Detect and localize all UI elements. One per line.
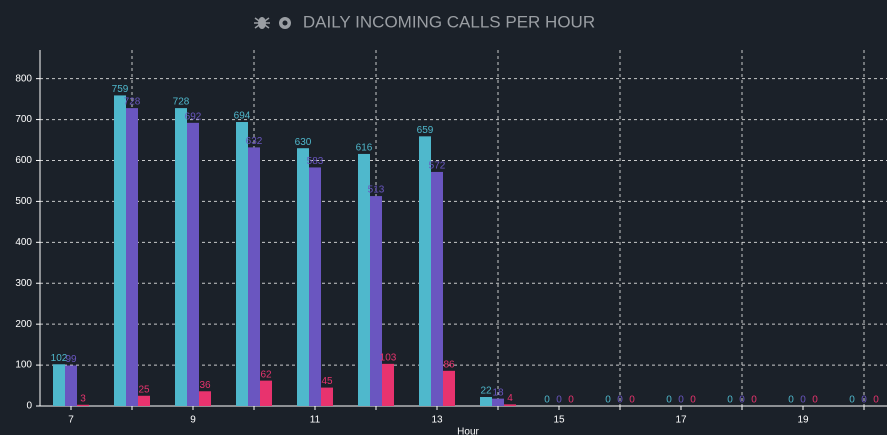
bar: [504, 404, 516, 406]
value-label: 632: [246, 136, 263, 147]
y-tick-label: 200: [15, 319, 32, 330]
value-label: 0: [666, 395, 672, 406]
value-label: 18: [492, 387, 504, 398]
x-tick-label: 9: [190, 415, 196, 426]
value-label: 0: [556, 395, 562, 406]
value-label: 0: [727, 395, 733, 406]
value-label: 0: [873, 395, 879, 406]
value-label: 728: [173, 97, 190, 108]
value-label: 572: [429, 161, 446, 172]
bar: [126, 108, 138, 406]
value-label: 583: [307, 156, 324, 167]
value-label: 0: [568, 395, 574, 406]
bar: [382, 363, 394, 406]
chart-title: DAILY INCOMING CALLS PER HOUR: [303, 12, 595, 31]
y-tick-label: 600: [15, 155, 32, 166]
bar: [53, 364, 65, 406]
bar: [297, 148, 309, 406]
bar: [480, 396, 492, 406]
bar: [187, 122, 199, 406]
y-tick-label: 500: [15, 196, 32, 207]
value-label: 99: [65, 354, 77, 365]
value-label: 728: [124, 97, 141, 108]
value-label: 0: [812, 395, 818, 406]
value-label: 694: [234, 111, 251, 122]
bar: [370, 196, 382, 406]
value-label: 513: [368, 185, 385, 196]
value-label: 616: [356, 143, 373, 154]
x-tick-label: 11: [310, 415, 321, 426]
value-label: 4: [507, 393, 513, 404]
y-tick-label: 300: [15, 278, 32, 289]
x-tick-label: 17: [675, 415, 687, 426]
bar: [431, 171, 443, 406]
value-label: 3: [80, 393, 86, 404]
bar: [199, 391, 211, 406]
y-tick-label: 700: [15, 114, 32, 125]
x-tick-label: 15: [553, 415, 565, 426]
value-label: 0: [629, 395, 635, 406]
value-label: 0: [678, 395, 684, 406]
x-tick-label: 13: [431, 415, 443, 426]
value-label: 0: [861, 395, 867, 406]
value-label: 0: [788, 395, 794, 406]
value-label: 0: [751, 395, 757, 406]
value-label: 0: [617, 395, 623, 406]
x-axis-label: Hour: [457, 427, 479, 435]
bar: [65, 365, 77, 406]
y-tick-label: 100: [15, 360, 32, 371]
bar: [309, 167, 321, 406]
title-icons: [254, 17, 291, 29]
value-label: 0: [605, 395, 611, 406]
bar: [321, 387, 333, 406]
bar: [443, 370, 455, 406]
bar: [236, 122, 248, 406]
value-label: 45: [321, 376, 333, 387]
value-label: 0: [690, 395, 696, 406]
y-tick-label: 400: [15, 237, 32, 248]
bar: [419, 136, 431, 407]
bar: [358, 153, 370, 406]
value-label: 22: [480, 386, 492, 397]
bar: [175, 108, 187, 406]
bar: [248, 147, 260, 407]
value-label: 36: [199, 380, 211, 391]
x-tick-label: 19: [797, 415, 809, 426]
y-tick-label: 0: [26, 401, 32, 412]
bar: [260, 380, 272, 406]
value-label: 759: [112, 84, 129, 95]
y-tick-label: 800: [15, 73, 32, 84]
bar: [114, 95, 126, 407]
value-label: 692: [185, 111, 202, 122]
value-label: 62: [260, 369, 272, 380]
bar: [77, 404, 89, 406]
value-label: 0: [849, 395, 855, 406]
value-label: 103: [380, 352, 397, 363]
value-label: 102: [51, 353, 68, 364]
value-label: 0: [544, 395, 550, 406]
value-label: 0: [739, 395, 745, 406]
value-label: 25: [138, 384, 150, 395]
value-label: 86: [443, 359, 455, 370]
x-tick-label: 7: [68, 415, 74, 426]
bar: [138, 395, 150, 406]
value-label: 659: [417, 125, 434, 136]
value-label: 0: [800, 395, 806, 406]
value-label: 630: [295, 137, 312, 148]
bar: [492, 398, 504, 406]
